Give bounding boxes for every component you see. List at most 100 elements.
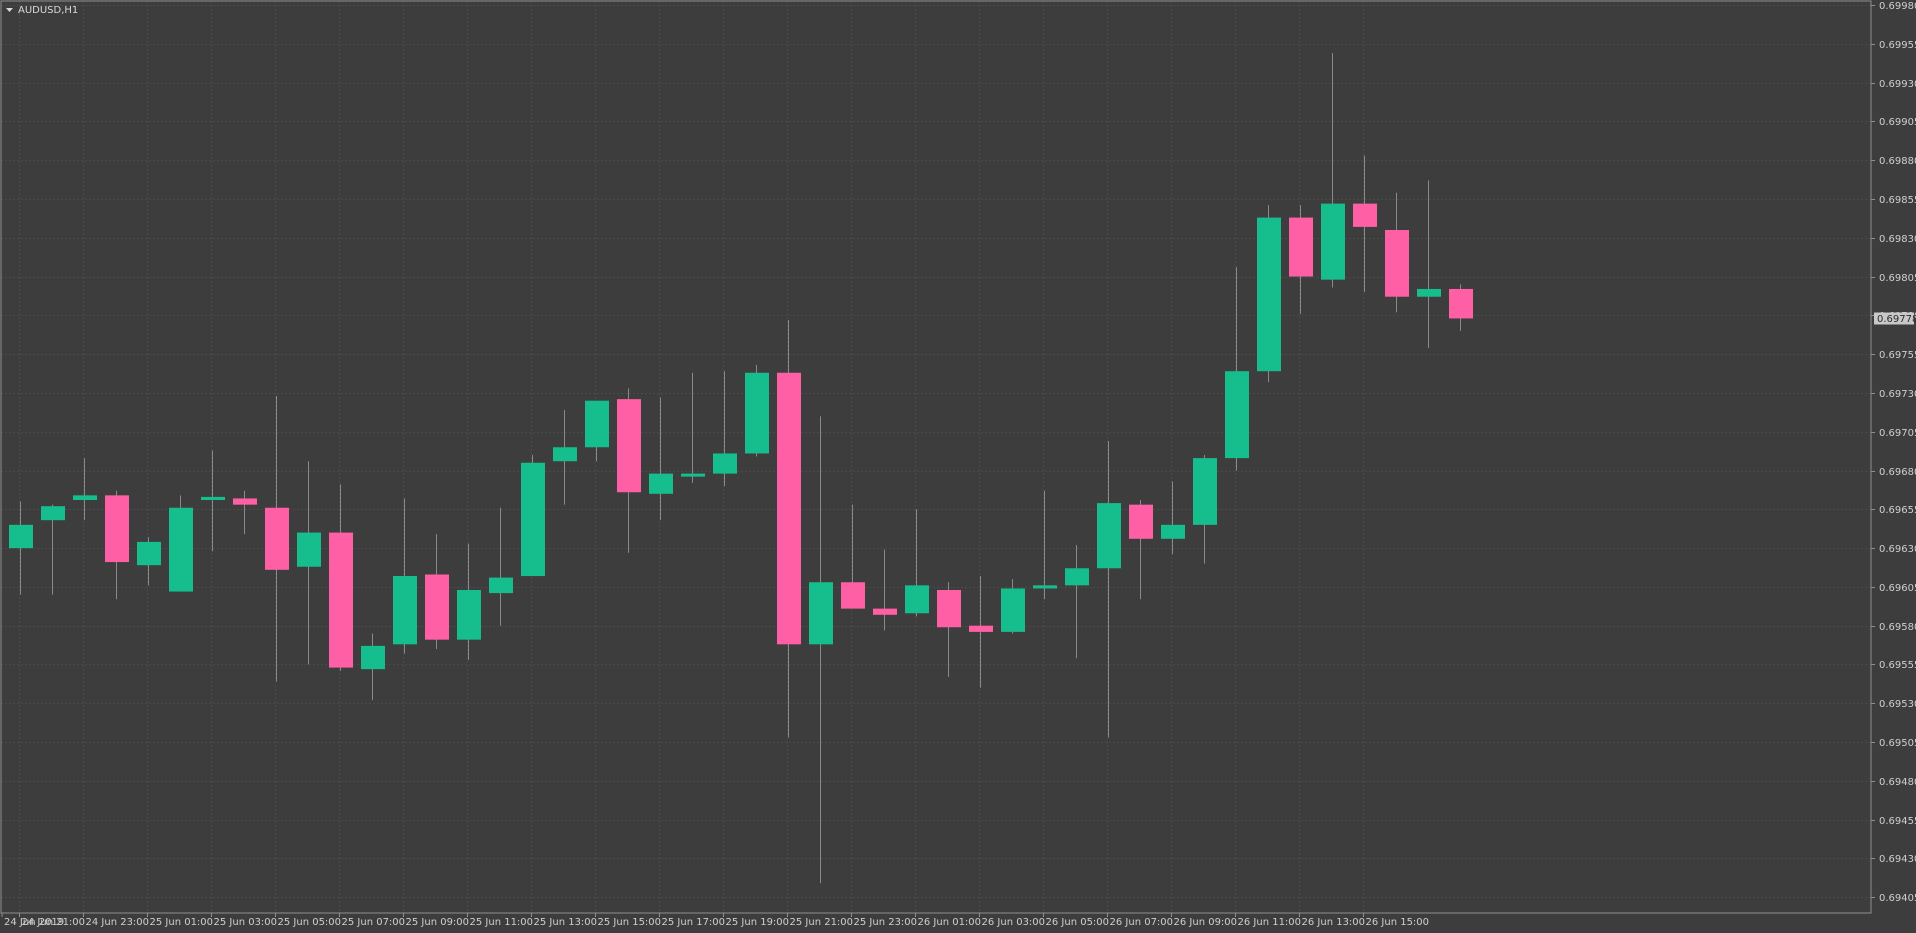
price-tick-label: 0.69505 — [1879, 738, 1916, 749]
time-tick-label: 26 Jun 03:00 — [982, 917, 1046, 928]
candle-body-bullish — [649, 473, 673, 494]
candle-body-bearish — [233, 498, 257, 505]
time-tick-label: 25 Jun 21:00 — [790, 917, 854, 928]
grid-lines — [1, 1, 1871, 913]
current-price-marker: 0.69778 — [1874, 312, 1916, 325]
time-tick-label: 25 Jun 13:00 — [534, 917, 598, 928]
plot-frame — [0, 0, 1872, 914]
time-tick-label: 24 Jun 21:00 — [22, 917, 86, 928]
time-tick-label: 25 Jun 19:00 — [726, 917, 790, 928]
time-tick-label: 26 Jun 09:00 — [1174, 917, 1238, 928]
dropdown-triangle-icon[interactable] — [6, 8, 13, 12]
price-tick-label: 0.69555 — [1879, 660, 1916, 671]
candle-body-bullish — [809, 582, 833, 645]
time-tick-label: 25 Jun 05:00 — [278, 917, 342, 928]
price-tick-label: 0.69405 — [1879, 893, 1916, 904]
time-tick-label: 26 Jun 15:00 — [1366, 917, 1430, 928]
time-tick-label: 26 Jun 11:00 — [1238, 917, 1302, 928]
price-tick-label: 0.69655 — [1879, 505, 1916, 516]
candle-body-bullish — [1065, 568, 1089, 586]
price-tick-label: 0.69905 — [1879, 117, 1916, 128]
time-tick-label: 25 Jun 01:00 — [150, 917, 214, 928]
candle-body-bullish — [297, 532, 321, 567]
time-tick-label: 25 Jun 15:00 — [598, 917, 662, 928]
candle-body-bullish — [457, 590, 481, 640]
price-tick-label: 0.69855 — [1879, 195, 1916, 206]
candle-body-bearish — [617, 399, 641, 493]
candle-body-bullish — [521, 462, 545, 577]
candle-body-bearish — [969, 625, 993, 632]
time-tick-label: 24 Jun 2019 — [4, 917, 64, 928]
price-tick-label: 0.69455 — [1879, 816, 1916, 827]
symbol-header[interactable]: AUDUSD,H1 — [6, 5, 78, 16]
candle-body-bullish — [1097, 503, 1121, 569]
candle-body-bullish — [1033, 585, 1057, 589]
time-tick-label: 25 Jun 11:00 — [470, 917, 534, 928]
price-tick-label: 0.69755 — [1879, 350, 1916, 361]
time-tick-label: 25 Jun 07:00 — [342, 917, 406, 928]
candle-body-bullish — [9, 524, 33, 549]
price-tick-label: 0.69955 — [1879, 40, 1916, 51]
time-tick-label: 26 Jun 05:00 — [1046, 917, 1110, 928]
time-tick-label: 25 Jun 23:00 — [854, 917, 918, 928]
candle-body-bullish — [201, 496, 225, 500]
time-tick-label: 25 Jun 17:00 — [662, 917, 726, 928]
candle-body-bearish — [329, 532, 353, 668]
candle-body-bullish — [137, 541, 161, 566]
candle-body-bearish — [1449, 288, 1473, 319]
candle-body-bearish — [1353, 203, 1377, 227]
candle-body-bullish — [1225, 371, 1249, 459]
candle-body-bearish — [937, 590, 961, 628]
candle-body-bearish — [425, 574, 449, 640]
time-tick-label: 26 Jun 01:00 — [918, 917, 982, 928]
time-tick-label: 26 Jun 13:00 — [1302, 917, 1366, 928]
time-tick-label: 25 Jun 09:00 — [406, 917, 470, 928]
candle-body-bullish — [553, 447, 577, 462]
candle-body-bullish — [745, 372, 769, 454]
candle-body-bearish — [841, 582, 865, 609]
candle-body-bullish — [489, 577, 513, 594]
candle-body-bullish — [681, 473, 705, 477]
candle-body-bullish — [1321, 203, 1345, 280]
candle-body-bullish — [73, 495, 97, 500]
candle-body-bullish — [169, 507, 193, 592]
symbol-timeframe-title: AUDUSD,H1 — [18, 5, 78, 16]
candle-body-bearish — [265, 507, 289, 570]
current-price-tag — [1874, 312, 1914, 325]
price-tick-label: 0.69705 — [1879, 428, 1916, 439]
candle-body-bullish — [1161, 524, 1185, 539]
candle-body-bullish — [41, 506, 65, 521]
time-tick-label: 24 Jun 23:00 — [86, 917, 150, 928]
candle-body-bearish — [1129, 504, 1153, 539]
time-tick-label: 26 Jun 07:00 — [1110, 917, 1174, 928]
candle-body-bullish — [1001, 588, 1025, 632]
candle-body-bearish — [777, 372, 801, 645]
price-tick-label: 0.69805 — [1879, 273, 1916, 284]
candle-body-bullish — [393, 576, 417, 645]
current-price-label: 0.69778 — [1877, 314, 1916, 325]
candle-body-bullish — [1257, 217, 1281, 372]
candle-body-bullish — [1417, 288, 1441, 297]
candle-body-bullish — [713, 453, 737, 474]
candle-body-bearish — [105, 495, 129, 563]
time-tick-label: 25 Jun 03:00 — [214, 917, 278, 928]
candle-body-bullish — [905, 585, 929, 614]
candle-body-bearish — [1289, 217, 1313, 277]
candle-body-bullish — [361, 645, 385, 670]
candle-body-bearish — [1385, 230, 1409, 297]
